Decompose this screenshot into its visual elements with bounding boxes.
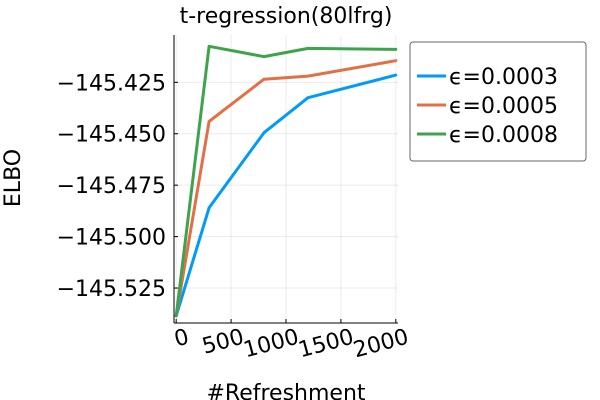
legend-box	[409, 41, 587, 162]
legend-label-1: ϵ=0.0003	[449, 65, 558, 90]
y-tick-label: −145.475	[57, 174, 166, 199]
grid-layer	[174, 35, 398, 323]
y-tick-label: −145.500	[57, 226, 166, 251]
x-tick-label: 1000	[241, 325, 302, 364]
y-tick-layer: −145.525 −145.500 −145.475 −145.450 −145.425	[57, 71, 178, 302]
legend: ϵ=0.0003 ϵ=0.0005 ϵ=0.0008	[409, 41, 587, 162]
series-line-2	[174, 59, 398, 318]
x-tick-label: 0	[172, 325, 192, 353]
legend-label-3: ϵ=0.0008	[449, 123, 558, 148]
x-axis-label: #Refreshment	[206, 381, 365, 400]
chart-title: t-regression(80lfrg)	[180, 4, 393, 29]
x-tick-label: 1500	[296, 325, 357, 364]
x-tick-label: 2000	[351, 325, 412, 364]
y-tick-label: −145.450	[57, 123, 166, 148]
legend-label-2: ϵ=0.0005	[449, 94, 558, 119]
x-tick-label: 500	[200, 325, 247, 360]
y-tick-label: −145.525	[57, 277, 166, 302]
y-tick-label: −145.425	[57, 71, 166, 96]
series-line-1	[174, 73, 398, 318]
y-axis-label: ELBO	[1, 149, 26, 207]
series-layer	[174, 44, 398, 318]
series-line-3	[174, 44, 398, 318]
